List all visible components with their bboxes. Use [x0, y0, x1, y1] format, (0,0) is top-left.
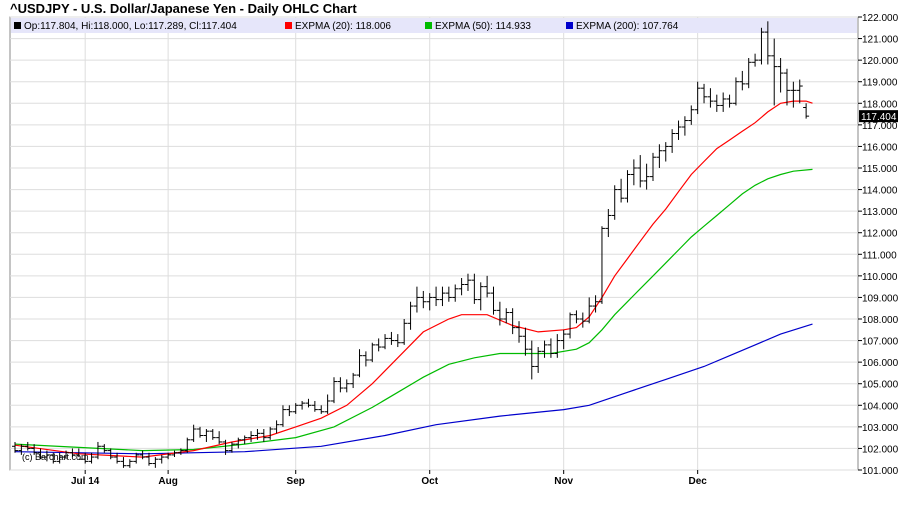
x-tick-label: Sep — [287, 476, 305, 487]
legend-entry: EXPMA (20): 118.006 — [295, 21, 391, 32]
y-tick-label: 118.000 — [862, 99, 898, 110]
y-tick-label: 111.000 — [862, 250, 897, 261]
last-price-tag — [859, 110, 898, 123]
y-tick-label: 120.000 — [862, 56, 899, 67]
chart-title: ^USDJPY - U.S. Dollar/Japanese Yen - Dai… — [10, 1, 357, 16]
ema200-line — [14, 323, 813, 455]
y-tick-label: 115.000 — [862, 164, 898, 175]
y-tick-label: 119.000 — [862, 78, 898, 89]
last-price-label: 117.404 — [861, 112, 897, 123]
x-tick-label: Oct — [421, 476, 438, 487]
legend-swatch — [566, 22, 573, 29]
legend-bar — [11, 18, 857, 33]
x-tick-label: Nov — [554, 476, 573, 487]
legend-swatch — [425, 22, 432, 29]
plot-area — [9, 16, 859, 471]
legend-entry: EXPMA (200): 107.764 — [576, 21, 679, 32]
y-tick-label: 114.000 — [862, 186, 898, 197]
x-tick-label: Jul 14 — [71, 476, 100, 487]
y-tick-label: 112.000 — [862, 229, 898, 240]
x-tick-label: Aug — [158, 476, 177, 487]
legend-swatch — [14, 22, 21, 29]
y-tick-label: 117.000 — [862, 121, 898, 132]
y-tick-label: 106.000 — [862, 358, 899, 369]
watermark-text: (c) Barchart.com — [22, 452, 89, 462]
y-tick-label: 104.000 — [862, 401, 899, 412]
legend-entry: EXPMA (50): 114.933 — [435, 21, 531, 32]
y-tick-label: 113.000 — [862, 207, 898, 218]
y-tick-label: 122.000 — [862, 13, 899, 24]
y-tick-label: 121.000 — [862, 35, 899, 46]
y-tick-label: 116.000 — [862, 142, 898, 153]
y-tick-label: 110.000 — [862, 272, 898, 283]
y-tick-label: 109.000 — [862, 293, 899, 304]
y-tick-label: 107.000 — [862, 337, 899, 348]
y-tick-label: 102.000 — [862, 444, 899, 455]
x-tick-label: Dec — [688, 476, 707, 487]
y-tick-label: 108.000 — [862, 315, 899, 326]
legend-entry: Op:117.804, Hi:118.000, Lo:117.289, Cl:1… — [24, 21, 237, 32]
y-tick-label: 103.000 — [862, 423, 899, 434]
y-tick-label: 101.000 — [862, 466, 899, 477]
legend-swatch — [285, 22, 292, 29]
y-tick-label: 105.000 — [862, 380, 899, 391]
ema50-line — [14, 168, 813, 452]
